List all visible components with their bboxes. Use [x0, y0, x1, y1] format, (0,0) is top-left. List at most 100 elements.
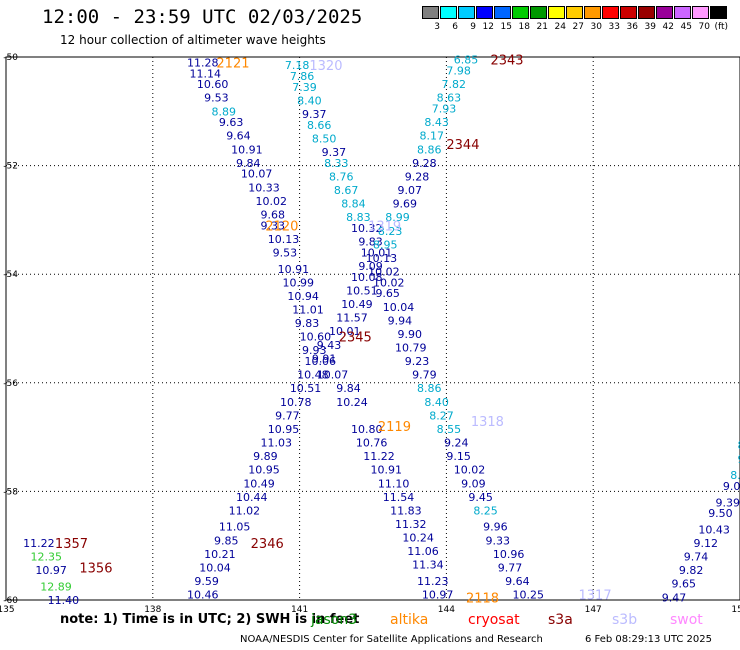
- legend-label: 12: [482, 22, 494, 32]
- color-legend-labels: 3 6 9 12 15 18 21 24 27 30 33 36 39 42 45 70 (ft): [422, 22, 728, 32]
- chart-subtitle: 12 hour collection of altimeter wave hei…: [60, 33, 326, 47]
- wave-height-value: 10.95: [268, 423, 300, 436]
- wave-height-value: 8.25: [473, 504, 498, 517]
- legend-swatch: [620, 6, 637, 19]
- wave-height-value: 10.04: [199, 561, 231, 574]
- wave-height-value: 8.40: [424, 396, 449, 409]
- pass-label: 1320: [309, 59, 342, 74]
- wave-height-value: 9.39: [716, 496, 740, 509]
- wave-height-value: 9.53: [204, 92, 229, 105]
- wave-height-value: 9: [738, 453, 740, 466]
- legend-label: 24: [554, 22, 566, 32]
- sat-label-swot: swot: [670, 612, 703, 628]
- footer-timestamp: 6 Feb 08:29:13 UTC 2025: [585, 634, 712, 645]
- wave-height-value: 8: [738, 439, 740, 452]
- footnote: note: 1) Time is in UTC; 2) SWH is in fe…: [60, 612, 360, 627]
- wave-height-value: 9.84: [336, 382, 361, 395]
- wave-height-value: 8.50: [312, 132, 337, 145]
- chart-title: 12:00 - 23:59 UTC 02/03/2025: [42, 6, 363, 28]
- wave-height-value: 9.59: [194, 575, 219, 588]
- wave-height-value: 8.63: [437, 92, 462, 105]
- wave-height-value: 9.15: [446, 450, 471, 463]
- legend-swatch: [656, 6, 673, 19]
- y-tick-label: -50: [3, 53, 18, 63]
- legend-swatch: [710, 6, 727, 19]
- wave-height-value: 11.22: [23, 537, 55, 550]
- wave-height-value: 10.94: [287, 290, 319, 303]
- wave-height-value: 11.14: [190, 67, 222, 80]
- wave-height-value: 10.43: [698, 523, 730, 536]
- wave-height-value: 6.85: [454, 54, 479, 67]
- wave-height-value: 7.86: [290, 70, 315, 83]
- legend-swatch: [494, 6, 511, 19]
- y-tick-label: -60: [3, 596, 18, 606]
- wave-height-value: 10.79: [395, 342, 427, 355]
- wave-height-value: 9.24: [444, 437, 469, 450]
- legend-label: 45: [680, 22, 692, 32]
- wave-height-value: 9.93: [302, 344, 327, 357]
- wave-height-value: 9.89: [253, 450, 278, 463]
- wave-height-value: 9.68: [260, 208, 285, 221]
- wave-height-value: 9.04: [723, 480, 740, 493]
- wave-height-value: 11.54: [383, 491, 415, 504]
- wave-height-value: 8.84: [341, 198, 366, 211]
- wave-height-value: 10.06: [304, 355, 336, 368]
- wave-height-value: 7.39: [292, 81, 317, 94]
- legend-swatch: [530, 6, 547, 19]
- wave-height-value: 9.79: [412, 369, 437, 382]
- legend-label: 42: [662, 22, 674, 32]
- wave-height-value: 10.49: [243, 477, 275, 490]
- wave-height-value: 10.02: [454, 464, 486, 477]
- wave-height-value: 10.02: [373, 276, 405, 289]
- wave-height-value: 8.67: [334, 184, 359, 197]
- legend-swatch: [458, 6, 475, 19]
- x-tick-label: 135: [0, 605, 15, 615]
- wave-height-value: 9.65: [671, 578, 696, 591]
- wave-height-value: 11.02: [229, 504, 261, 517]
- wave-height-value: 11.05: [219, 521, 251, 534]
- grid-lines: [6, 57, 740, 600]
- wave-height-value: 10.13: [366, 252, 398, 265]
- wave-height-value: 9.96: [483, 521, 508, 534]
- pass-label: 1357: [55, 537, 88, 552]
- wave-height-value: 9.07: [397, 184, 422, 197]
- wave-height-value: 8.89: [212, 105, 237, 118]
- legend-swatch: [422, 6, 439, 19]
- wave-height-value: 10.33: [248, 181, 280, 194]
- wave-height-value: 9.33: [486, 534, 511, 547]
- legend-label: 9: [470, 22, 476, 32]
- wave-height-value: 10.91: [231, 143, 262, 156]
- wave-height-value: 9.64: [505, 575, 530, 588]
- wave-height-value: 10.91: [371, 464, 403, 477]
- legend-swatch: [440, 6, 457, 19]
- wave-height-value: 7.98: [446, 65, 471, 78]
- pass-label: 2118: [466, 591, 499, 606]
- wave-height-value: 10.99: [282, 276, 314, 289]
- wave-height-value: 8.99: [385, 211, 410, 224]
- pass-label: 1356: [79, 561, 112, 576]
- wave-height-value: 11.83: [390, 504, 422, 517]
- sat-label-s3a: s3a: [548, 612, 573, 628]
- wave-height-value: 10.02: [368, 265, 400, 278]
- y-tick-label: -54: [3, 270, 18, 280]
- pass-label: 1317: [579, 589, 612, 604]
- wave-height-value: 7.82: [442, 78, 467, 91]
- wave-height-value: 10.49: [341, 298, 373, 311]
- sat-label-cryosat: cryosat: [468, 612, 520, 628]
- wave-height-value: 9.50: [708, 507, 733, 520]
- wave-height-value: 9.74: [684, 551, 709, 564]
- wave-height-value: 8.17: [419, 130, 444, 143]
- wave-height-value: 9.37: [322, 146, 347, 159]
- wave-height-value: 8.66: [307, 119, 332, 132]
- wave-height-value: 11.06: [407, 545, 439, 558]
- wave-height-value: 9.65: [375, 287, 400, 300]
- wave-height-value: 10.07: [241, 168, 273, 181]
- wave-height-value: 9.83: [358, 236, 383, 249]
- wave-height-value: 8.27: [429, 409, 454, 422]
- wave-height-value: 10.04: [383, 301, 415, 314]
- x-tick-label: 144: [438, 605, 455, 615]
- wave-height-value: 8.43: [424, 116, 449, 129]
- legend-swatch: [548, 6, 565, 19]
- wave-height-value: 10.51: [346, 284, 378, 297]
- legend-label: 6: [452, 22, 458, 32]
